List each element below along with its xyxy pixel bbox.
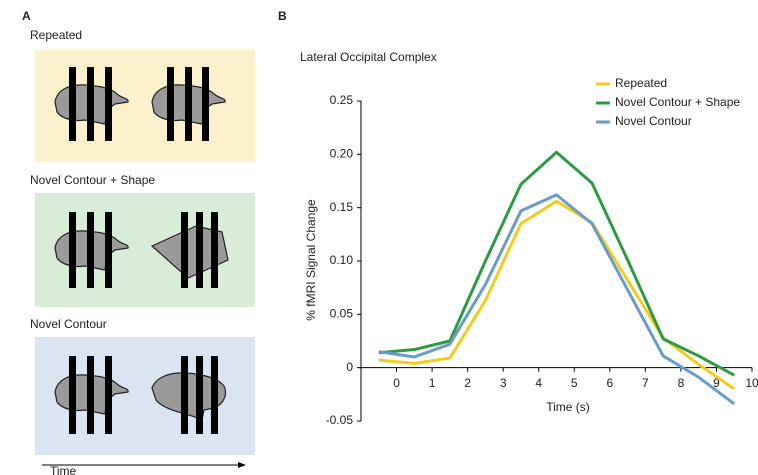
x-tick-label: 8 [678, 376, 685, 390]
legend-label: Novel Contour [615, 114, 692, 128]
legend-label: Novel Contour + Shape [615, 95, 740, 109]
stimulus [54, 67, 226, 141]
chart-title: Lateral Occipital Complex [300, 50, 437, 64]
y-tick-label: 0.05 [330, 307, 354, 321]
arrow-head [238, 462, 246, 468]
stimulus [54, 212, 229, 288]
x-tick-label: 0 [393, 376, 400, 390]
y-tick-label: 0.15 [330, 200, 354, 214]
y-tick-label: -0.05 [326, 413, 354, 427]
x-tick-label: 5 [571, 376, 578, 390]
legend-label: Repeated [615, 76, 667, 90]
x-tick-label: 4 [535, 376, 542, 390]
x-tick-label: 9 [713, 376, 720, 390]
y-tick-label: 0.25 [330, 93, 354, 107]
time-label: Time [50, 464, 77, 475]
x-tick-label: 3 [500, 376, 507, 390]
y-axis-label: % fMRI Signal Change [304, 199, 318, 321]
condition-label: Novel Contour [30, 317, 107, 331]
condition-label: Repeated [30, 28, 82, 42]
stimulus [54, 356, 227, 434]
panel-label: B [278, 9, 287, 23]
panel-label: A [22, 9, 31, 23]
condition-label: Novel Contour + Shape [30, 173, 155, 187]
y-tick-label: 0.20 [330, 147, 354, 161]
series-line [378, 199, 736, 391]
series-line [378, 150, 735, 377]
y-tick-label: 0 [346, 360, 353, 374]
x-tick-label: 1 [429, 376, 436, 390]
x-tick-label: 7 [642, 376, 649, 390]
x-axis-label: Time (s) [546, 400, 590, 414]
x-tick-label: 10 [745, 376, 758, 390]
x-tick-label: 6 [606, 376, 613, 390]
series-line [378, 193, 736, 406]
y-tick-label: 0.10 [330, 253, 354, 267]
x-tick-label: 2 [464, 376, 471, 390]
